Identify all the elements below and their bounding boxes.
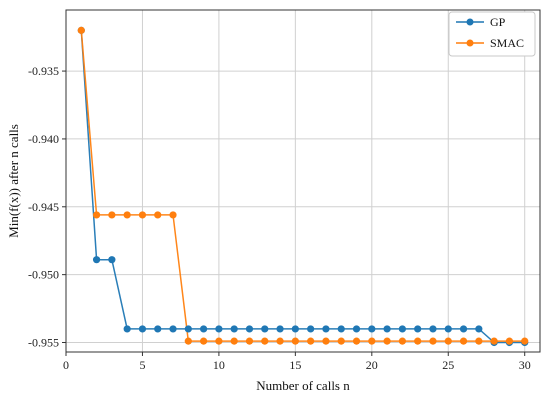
legend-item-smac: SMAC bbox=[456, 36, 524, 50]
data-point-gp bbox=[108, 256, 116, 264]
plot-frame bbox=[65, 9, 541, 353]
data-point-smac bbox=[215, 337, 223, 345]
legend: GP SMAC bbox=[448, 11, 536, 57]
x-tick-label: 0 bbox=[63, 358, 69, 372]
data-point-smac bbox=[475, 337, 483, 345]
data-point-gp bbox=[154, 325, 162, 333]
data-point-gp bbox=[291, 325, 299, 333]
y-tick-label: -0.940 bbox=[28, 132, 59, 146]
data-point-smac bbox=[459, 337, 468, 345]
legend-item-gp: GP bbox=[456, 15, 506, 29]
data-point-gp bbox=[322, 325, 330, 333]
y-axis-label: Min(f(x)) after n calls bbox=[6, 124, 21, 238]
data-point-gp bbox=[383, 325, 391, 333]
data-point-gp bbox=[92, 256, 101, 264]
x-tick-label: 30 bbox=[519, 358, 531, 372]
data-point-smac bbox=[92, 211, 101, 219]
data-point-smac bbox=[521, 337, 529, 345]
data-point-gp bbox=[459, 325, 468, 333]
data-point-smac bbox=[123, 211, 131, 219]
data-point-gp bbox=[215, 325, 223, 333]
data-point-smac bbox=[429, 337, 437, 345]
data-point-gp bbox=[261, 325, 269, 333]
data-point-gp bbox=[307, 325, 315, 333]
data-point-gp bbox=[429, 325, 437, 333]
data-point-smac bbox=[245, 337, 254, 345]
y-tick-label: -0.945 bbox=[28, 200, 59, 214]
x-tick-label: 20 bbox=[366, 358, 378, 372]
y-tick-label: -0.935 bbox=[28, 64, 59, 78]
data-point-smac bbox=[490, 337, 498, 345]
x-tick-label: 5 bbox=[139, 358, 145, 372]
x-ticks: 0 5 10 15 20 25 30 bbox=[63, 352, 531, 372]
x-tick-label: 15 bbox=[289, 358, 301, 372]
data-point-smac bbox=[154, 211, 162, 219]
y-tick-label: -0.955 bbox=[28, 336, 59, 350]
data-point-gp bbox=[230, 325, 238, 333]
data-point-gp bbox=[184, 325, 192, 333]
data-point-smac bbox=[352, 337, 361, 345]
data-point-gp bbox=[414, 325, 422, 333]
legend-gp-label: GP bbox=[490, 15, 506, 29]
data-point-smac bbox=[184, 337, 192, 345]
series-markers bbox=[77, 26, 529, 347]
data-point-gp bbox=[475, 325, 483, 333]
data-point-gp bbox=[138, 325, 147, 333]
legend-smac-marker bbox=[466, 39, 474, 47]
data-point-smac bbox=[200, 337, 208, 345]
data-point-smac bbox=[368, 337, 376, 345]
data-point-smac bbox=[444, 337, 452, 345]
data-point-smac bbox=[169, 211, 177, 219]
data-point-gp bbox=[398, 325, 406, 333]
data-point-smac bbox=[307, 337, 315, 345]
x-tick-label: 25 bbox=[442, 358, 454, 372]
data-point-smac bbox=[77, 26, 85, 34]
data-point-gp bbox=[368, 325, 376, 333]
data-point-smac bbox=[337, 337, 345, 345]
data-point-smac bbox=[108, 211, 116, 219]
y-ticks: -0.935 -0.940 -0.945 -0.950 -0.955 bbox=[28, 64, 66, 350]
data-point-gp bbox=[123, 325, 131, 333]
data-point-smac bbox=[261, 337, 269, 345]
data-point-gp bbox=[200, 325, 208, 333]
data-point-smac bbox=[414, 337, 422, 345]
data-point-smac bbox=[276, 337, 284, 345]
data-point-gp bbox=[444, 325, 452, 333]
data-point-smac bbox=[322, 337, 330, 345]
data-point-gp bbox=[245, 325, 254, 333]
grid bbox=[65, 10, 540, 352]
x-tick-label: 10 bbox=[213, 358, 225, 372]
data-point-smac bbox=[383, 337, 391, 345]
data-point-smac bbox=[138, 211, 147, 219]
data-point-smac bbox=[398, 337, 406, 345]
legend-gp-marker bbox=[466, 18, 474, 26]
data-point-smac bbox=[505, 337, 514, 345]
data-point-gp bbox=[169, 325, 177, 333]
x-axis-label: Number of calls n bbox=[256, 378, 350, 393]
data-point-gp bbox=[276, 325, 284, 333]
data-point-smac bbox=[291, 337, 299, 345]
y-tick-label: -0.950 bbox=[28, 268, 59, 282]
data-point-gp bbox=[337, 325, 345, 333]
data-point-gp bbox=[352, 325, 361, 333]
data-point-smac bbox=[230, 337, 238, 345]
legend-smac-label: SMAC bbox=[490, 36, 524, 50]
